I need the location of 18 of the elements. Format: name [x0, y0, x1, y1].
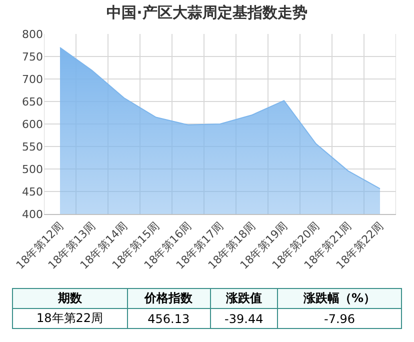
y-tick-label: 450: [22, 185, 43, 198]
y-tick-label: 800: [22, 28, 43, 41]
y-tick-label: 550: [22, 140, 43, 154]
text: 涨跌幅（%）: [278, 288, 402, 308]
text: 价格指数: [127, 288, 210, 308]
y-tick-label: 750: [22, 50, 43, 64]
y-tick-label: 650: [22, 95, 43, 108]
y-tick-label: 500: [22, 162, 43, 176]
text: 18年第22周: [12, 308, 128, 328]
text: -39.44: [210, 308, 278, 328]
text: 456.13: [127, 308, 210, 328]
y-tick-label: 700: [22, 72, 43, 86]
text: -7.96: [278, 308, 402, 328]
chart-title: 中国·产区大蒜周定基指数走势: [106, 4, 308, 22]
text: 期数: [12, 288, 128, 308]
y-tick-label: 600: [22, 118, 43, 131]
text: 涨跌值: [210, 288, 278, 308]
y-tick-label: 400: [22, 208, 43, 221]
